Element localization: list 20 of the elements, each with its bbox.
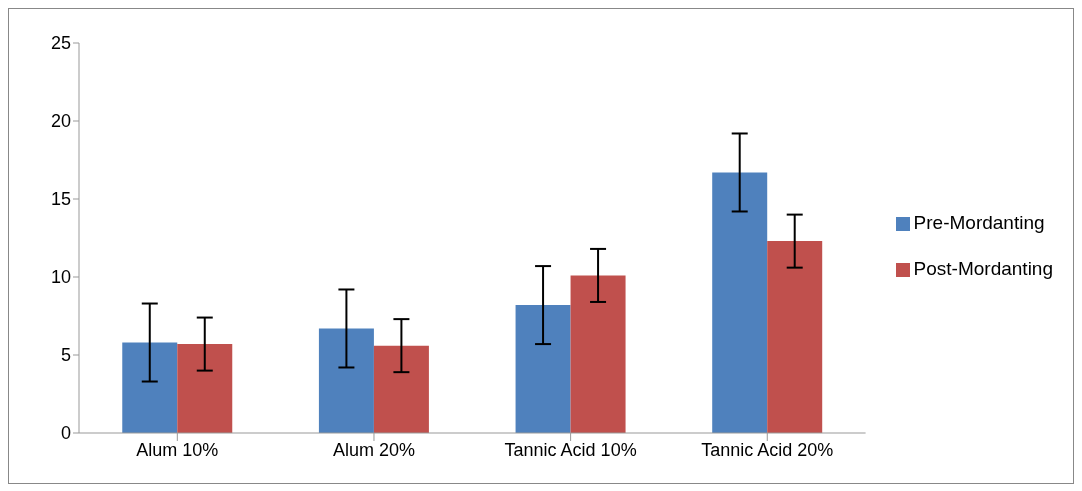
y-tick-label: 25 (50, 33, 71, 54)
legend-label: Post-Mordanting (913, 258, 1053, 279)
x-tick-label: Alum 10% (136, 439, 219, 460)
y-tick-label: 5 (60, 345, 71, 366)
bar (767, 241, 823, 433)
x-tick-label: Alum 20% (332, 439, 415, 460)
x-tick-label: Tannic Acid 10% (504, 439, 637, 460)
y-tick-label: 20 (50, 111, 71, 132)
legend-label: Pre-Mordanting (913, 212, 1045, 233)
y-tick-label: 0 (60, 423, 71, 444)
y-tick-label: 10 (50, 267, 71, 288)
bar (318, 328, 374, 433)
bar (122, 342, 178, 433)
bar (177, 344, 233, 433)
y-tick-label: 15 (50, 189, 71, 210)
bar (712, 172, 768, 433)
bar (570, 275, 626, 433)
bar (373, 345, 429, 433)
bar (515, 305, 571, 433)
x-tick-label: Tannic Acid 20% (701, 439, 834, 460)
